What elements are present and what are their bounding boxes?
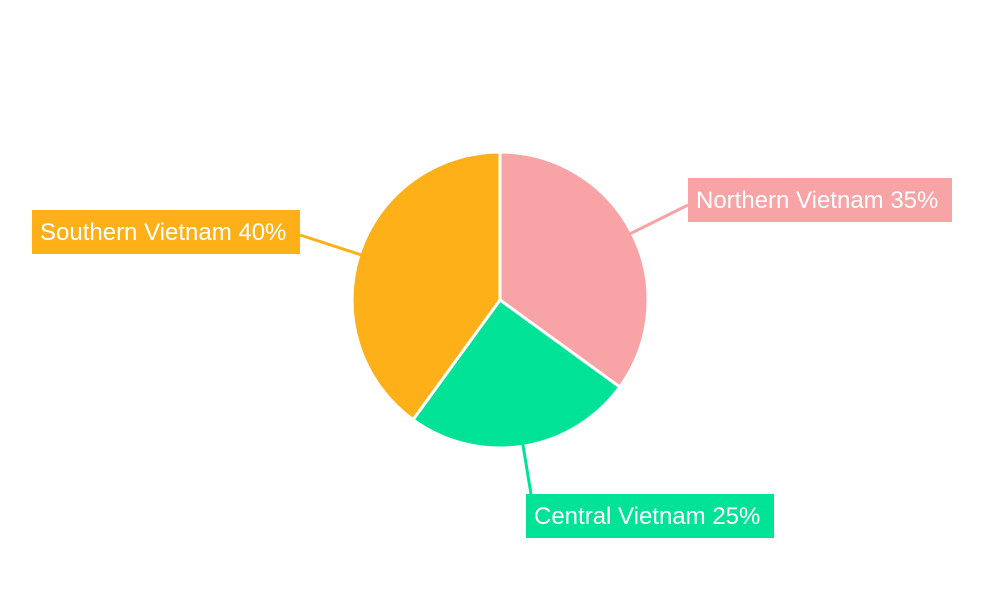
data-label-box [526, 494, 774, 538]
data-label: Southern Vietnam 40% [40, 219, 286, 246]
label-connector [299, 233, 362, 257]
data-label: Central Vietnam 25% [534, 503, 760, 530]
data-label-box [688, 178, 952, 222]
data-label: Northern Vietnam 35% [696, 187, 938, 214]
label-connector [521, 443, 533, 495]
data-label-box [32, 210, 300, 254]
label-connector [629, 203, 689, 236]
